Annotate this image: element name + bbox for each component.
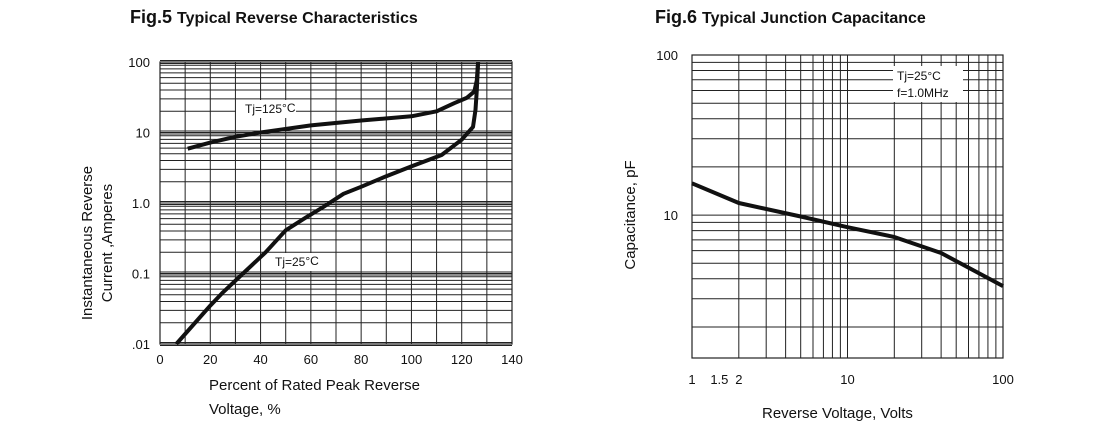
figure-title: Typical Junction Capacitance bbox=[702, 10, 926, 27]
series-line-1 bbox=[691, 181, 1004, 288]
y-tick-label: 10 bbox=[136, 126, 150, 141]
annotation-frequency: f=1.0MHz bbox=[897, 86, 949, 100]
x-tick-label: 40 bbox=[253, 352, 267, 367]
x-axis-label: Voltage, % bbox=[209, 401, 281, 418]
y-tick-label: 0.1 bbox=[132, 267, 150, 282]
x-tick-label: 10 bbox=[840, 372, 854, 387]
x-tick-label: 80 bbox=[354, 352, 368, 367]
series-label: Tj=25°C bbox=[275, 254, 319, 269]
chart-title: Fig.6 Typical Junction Capacitance bbox=[655, 7, 926, 27]
x-tick-label: 1.5 bbox=[710, 372, 728, 387]
annotation-background bbox=[893, 66, 963, 102]
y-tick-label: .01 bbox=[132, 337, 150, 352]
x-tick-label: 2 bbox=[735, 372, 742, 387]
plot-frame bbox=[159, 61, 513, 345]
y-tick-label: 100 bbox=[128, 55, 150, 70]
x-tick-label: 1 bbox=[688, 372, 695, 387]
annotation-temperature: Tj=25°C bbox=[897, 69, 941, 83]
series-label-background bbox=[268, 253, 328, 271]
series-line-2 bbox=[174, 61, 481, 346]
series-label-background bbox=[236, 100, 296, 118]
x-tick-label: 140 bbox=[501, 352, 523, 367]
y-tick-label: 1.0 bbox=[132, 196, 150, 211]
x-tick-label: 20 bbox=[203, 352, 217, 367]
y-axis-label: Current ,Amperes bbox=[99, 184, 116, 302]
x-tick-label: 120 bbox=[451, 352, 473, 367]
grid bbox=[691, 54, 1003, 358]
x-axis-label: Percent of Rated Peak Reverse bbox=[209, 377, 420, 394]
x-tick-label: 0 bbox=[156, 352, 163, 367]
plot-frame bbox=[691, 54, 1004, 359]
chart-title: Fig.5 Typical Reverse Characteristics bbox=[130, 7, 418, 27]
y-axis-label: Capacitance, pF bbox=[622, 160, 639, 269]
figure-number: Fig.5 bbox=[130, 7, 177, 27]
x-tick-label: 60 bbox=[304, 352, 318, 367]
figure-title: Typical Reverse Characteristics bbox=[177, 10, 418, 27]
figure-number: Fig.6 bbox=[655, 7, 702, 27]
y-tick-label: 100 bbox=[656, 48, 678, 63]
x-tick-label: 100 bbox=[992, 372, 1014, 387]
x-tick-label: 100 bbox=[401, 352, 423, 367]
series-line-1 bbox=[187, 61, 481, 151]
y-tick-label: 10 bbox=[664, 208, 678, 223]
x-axis-label: Reverse Voltage, Volts bbox=[762, 405, 913, 422]
y-axis-label: Instantaneous Reverse bbox=[79, 166, 96, 320]
series-label: Tj=125°C bbox=[245, 101, 296, 116]
